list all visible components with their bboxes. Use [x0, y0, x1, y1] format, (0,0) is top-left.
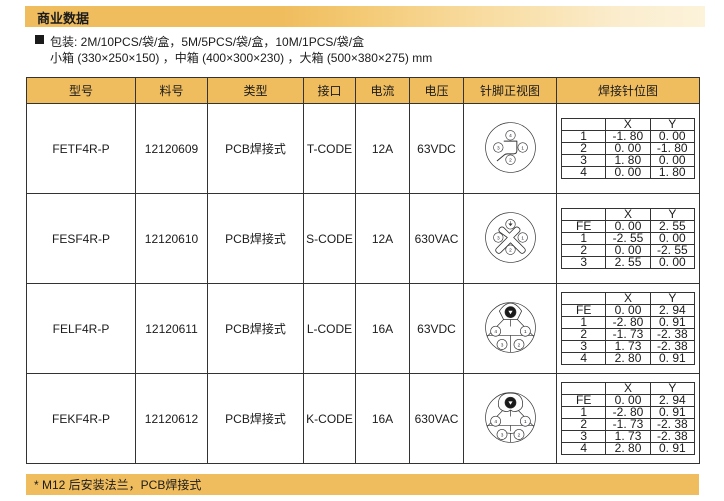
svg-text:3: 3	[500, 432, 503, 438]
svg-text:1: 1	[524, 419, 527, 425]
svg-text:3: 3	[496, 145, 499, 151]
svg-text:4: 4	[494, 419, 497, 425]
svg-text:2: 2	[517, 432, 520, 438]
svg-text:1: 1	[521, 145, 524, 151]
svg-text:1: 1	[521, 235, 524, 241]
svg-text:3: 3	[496, 235, 499, 241]
svg-text:2: 2	[509, 157, 512, 163]
svg-text:4: 4	[494, 329, 497, 335]
svg-text:4: 4	[509, 133, 512, 139]
svg-text:2: 2	[517, 342, 520, 348]
svg-text:1: 1	[524, 329, 527, 335]
svg-text:2: 2	[509, 247, 512, 253]
svg-text:3: 3	[500, 342, 503, 348]
